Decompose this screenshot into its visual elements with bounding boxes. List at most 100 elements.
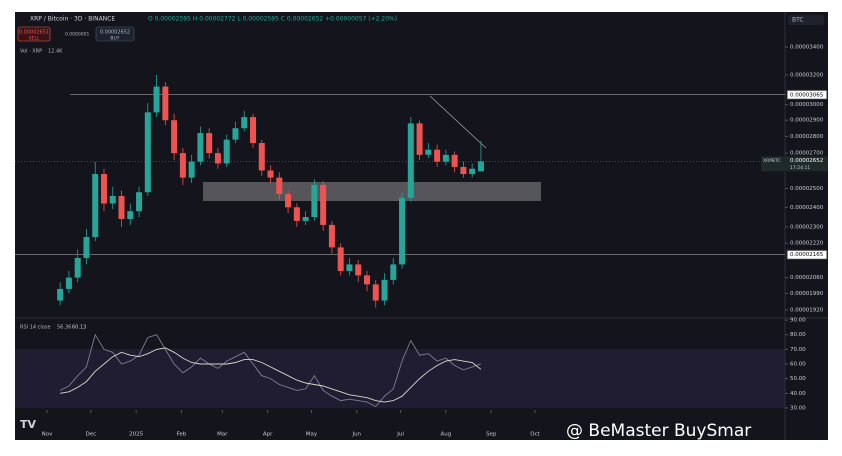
candle-body	[65, 277, 72, 289]
sell-label: SELL	[29, 36, 40, 42]
candle-body	[258, 142, 265, 171]
candle-body	[241, 117, 248, 129]
x-tick-label: Mar	[217, 432, 228, 438]
symbol: XRP / Bitcoin · 3D · BINANCE	[30, 16, 115, 23]
y-tick-label: 40.00	[790, 391, 806, 397]
candle-body	[109, 195, 116, 204]
candle-body	[363, 275, 370, 285]
x-tick-label: Dec	[86, 432, 97, 438]
y-tick-label: 0.00002500	[790, 186, 824, 192]
level-label-box	[786, 249, 828, 260]
candle-body	[311, 184, 318, 218]
candle-body	[223, 139, 230, 164]
candle-body	[92, 174, 99, 238]
rsi-line	[60, 347, 482, 403]
y-tick-label: 0.00001920	[790, 308, 824, 314]
currency-box[interactable]	[788, 15, 824, 25]
candle-body	[188, 161, 195, 178]
y-tick-label: 90.00	[790, 318, 806, 324]
candle-body	[355, 264, 362, 276]
candle-body	[83, 237, 90, 258]
candle-body	[337, 247, 344, 271]
y-tick-label: 60.00	[790, 362, 806, 368]
candle-body	[381, 279, 388, 301]
support-zone	[203, 182, 541, 201]
candle-body	[214, 153, 221, 164]
candle-body	[206, 133, 213, 154]
x-tick-label: May	[306, 432, 318, 438]
y-tick-label: 0.00003000	[790, 102, 824, 108]
rsi-band	[15, 349, 785, 408]
candle-body	[302, 217, 309, 221]
candle-body	[346, 264, 353, 271]
rsi-title: RSI 14 close	[20, 325, 51, 331]
currency: BTC	[792, 17, 804, 24]
candle-body	[407, 123, 414, 198]
ticker-box	[761, 156, 828, 172]
level-label: 0.00002165	[790, 252, 824, 258]
y-tick-label: 70.00	[790, 347, 806, 353]
y-tick-label: 0.00002800	[790, 134, 824, 140]
spread: 0.0000001	[65, 32, 89, 38]
sell-price: 0.00002651	[19, 30, 49, 36]
candle-body	[171, 120, 178, 154]
candle-body	[162, 86, 169, 121]
buy-label: BUY	[110, 36, 119, 42]
y-tick-label: 0.00002700	[790, 151, 824, 157]
candle-body	[469, 168, 476, 175]
buy-price: 0.00002652	[100, 30, 130, 36]
candle-body	[320, 184, 327, 225]
y-tick-label: 0.00002900	[790, 118, 824, 124]
y-tick-label: 0.00002300	[790, 224, 824, 230]
volume-title: Vol · XRP	[20, 49, 42, 55]
level-label-box	[786, 89, 828, 100]
watermark: @ BeMaster BuySmar	[566, 421, 751, 441]
rsi-line	[59, 333, 482, 408]
rsi-ma-value: 56.36	[57, 325, 71, 331]
x-tick-label: Jun	[351, 432, 361, 438]
y-tick-label: 30.00	[790, 405, 806, 411]
candle-body	[442, 154, 449, 162]
candle-body	[390, 264, 397, 280]
y-tick-label: 0.00003400	[790, 45, 824, 51]
rsi-value: 60.13	[72, 325, 86, 331]
candle-body	[127, 211, 134, 219]
candle-body	[477, 161, 484, 172]
candle-body	[179, 153, 186, 178]
y-tick-label: 0.00002220	[790, 241, 824, 247]
candle-body	[460, 166, 467, 175]
candle-body	[144, 112, 151, 193]
y-tick-label: 0.00002060	[790, 275, 824, 281]
candle-body	[434, 149, 441, 162]
candle-body	[293, 207, 300, 221]
y-tick-label: 80.00	[790, 332, 806, 338]
candle-body	[118, 195, 125, 219]
candle-body	[153, 86, 160, 113]
candle-body	[399, 197, 406, 265]
y-tick-label: 0.00002400	[790, 205, 824, 211]
last-price: 0.00002652	[790, 158, 823, 164]
candle-body	[100, 174, 107, 204]
ticker: XRPBTC	[763, 158, 781, 164]
tv-logo: TV	[20, 418, 37, 431]
candle-body	[57, 288, 64, 301]
sell-button[interactable]	[17, 26, 51, 42]
candle-body	[74, 257, 81, 278]
candle-body	[232, 128, 239, 140]
x-tick-label: Sep	[486, 432, 497, 438]
ohlc: O 0.00002595 H 0.00002772 L 0.00002595 C…	[148, 16, 397, 23]
x-tick-label: Jul	[396, 432, 404, 438]
candle-body	[276, 177, 283, 195]
candle-body	[267, 170, 274, 178]
candle-body	[416, 123, 423, 155]
level-label: 0.00003065	[790, 92, 824, 98]
x-tick-label: Nov	[42, 432, 53, 438]
y-tick-label: 0.00001990	[790, 291, 824, 297]
y-tick-label: 50.00	[790, 376, 806, 382]
candle-body	[197, 133, 204, 162]
candle-body	[250, 117, 257, 143]
buy-button[interactable]	[95, 26, 135, 42]
candle-body	[425, 149, 432, 155]
